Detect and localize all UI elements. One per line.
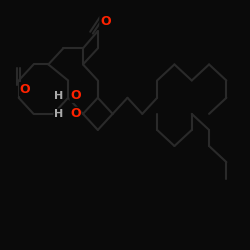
- Text: H: H: [54, 109, 63, 119]
- Text: O: O: [70, 89, 81, 102]
- Text: O: O: [70, 108, 81, 120]
- Text: H: H: [54, 91, 63, 101]
- Text: O: O: [100, 15, 110, 28]
- Text: O: O: [20, 83, 30, 96]
